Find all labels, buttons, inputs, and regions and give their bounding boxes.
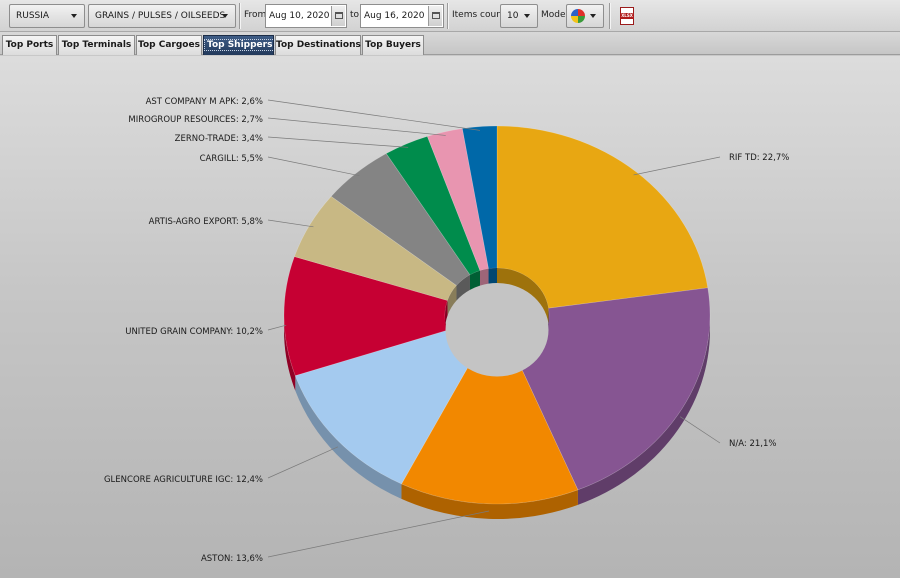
pie-labels: RIF TD: 22,7% N/A: 21,1% ASTON: 13,6% GLENC… [104, 97, 789, 564]
from-label: From [244, 10, 267, 20]
pie-label: ZERNO-TRADE: 3,4% [175, 134, 263, 144]
country-dropdown[interactable]: RUSSIA [9, 4, 85, 28]
from-date-field[interactable]: Aug 10, 2020 [265, 4, 347, 28]
pie-hole [445, 283, 549, 377]
pie-leader-line [267, 99, 481, 131]
to-date-field[interactable]: Aug 16, 2020 [360, 4, 444, 28]
commodity-dropdown[interactable]: GRAINS / PULSES / OILSEEDS [88, 4, 236, 28]
calendar-icon [335, 12, 343, 19]
pie-side-n-a [577, 315, 710, 505]
pie-inner-walls [445, 268, 549, 377]
pie-leader-line [267, 510, 490, 558]
tab-label: Top Shippers [204, 39, 276, 51]
pie-label: GLENCORE AGRICULTURE IGC: 12,4% [104, 475, 263, 485]
tab-top-shippers[interactable]: Top Shippers [203, 35, 276, 55]
pie-leader-line [679, 416, 721, 444]
pie-inner-wall-rif-td [497, 268, 549, 324]
to-label: to [350, 10, 360, 20]
pie-label: N/A: 21,1% [729, 439, 776, 449]
pie-side-glencore-agriculture-igc [295, 375, 402, 499]
tab-top-ports[interactable]: Top Ports [2, 35, 57, 55]
items-count-value: 10 [507, 11, 519, 21]
mode-label: Mode: [541, 10, 569, 20]
toolbar-separator [609, 3, 610, 29]
chevron-down-icon [590, 14, 596, 18]
toolbar-separator [239, 3, 240, 29]
pie-depth-sides [284, 315, 710, 519]
tab-label: Top Terminals [61, 40, 132, 50]
pie-inner-wall-mirogroup-resources [480, 268, 489, 286]
pie-label: ASTON: 13,6% [201, 554, 263, 564]
pie-label: CARGILL: 5,5% [200, 154, 263, 164]
pie-leader-line [267, 324, 287, 331]
from-date-picker-button[interactable] [331, 6, 345, 26]
pie-leader-line [267, 136, 409, 148]
pie-label: AST COMPANY M APK: 2,6% [146, 97, 263, 107]
to-date-picker-button[interactable] [428, 6, 442, 26]
pie-label: UNITED GRAIN COMPANY: 10,2% [125, 327, 263, 337]
pie-inner-wall-artis-agro-export [447, 285, 457, 316]
tab-label: Top Buyers [365, 40, 421, 50]
mode-dropdown[interactable] [566, 4, 604, 28]
tab-label: Top Ports [5, 40, 54, 50]
pie-label: ARTIS-AGRO EXPORT: 5,8% [149, 217, 263, 227]
toolbar: RUSSIA GRAINS / PULSES / OILSEEDS From A… [0, 0, 900, 32]
tab-label: Top Cargoes [138, 40, 200, 50]
chevron-down-icon [222, 14, 228, 18]
tab-top-destinations[interactable]: Top Destinations [275, 35, 361, 55]
from-date-value: Aug 10, 2020 [269, 11, 330, 21]
pie-inner-wall-united-grain-company [445, 300, 448, 330]
tab-bar: Top Ports Top Terminals Top Cargoes Top … [0, 32, 900, 55]
pie-side-united-grain-company [284, 315, 296, 391]
xlsx-icon-text: XLSX [621, 13, 633, 18]
pie-leader-line [267, 446, 339, 479]
chevron-down-icon [71, 14, 77, 18]
pie-inner-wall-ast-company-m-apk [488, 268, 497, 284]
commodity-dropdown-value: GRAINS / PULSES / OILSEEDS [95, 11, 226, 21]
pie-leader-line [267, 117, 446, 136]
chevron-down-icon [524, 14, 530, 18]
pie-inner-wall-zerno-trade [469, 270, 481, 290]
to-date-value: Aug 16, 2020 [364, 11, 425, 21]
pie-label: MIROGROUP RESOURCES: 2,7% [128, 115, 263, 125]
items-count-dropdown[interactable]: 10 [500, 4, 538, 28]
pie-chart-mode-icon [571, 9, 585, 23]
pie-slices [283, 125, 711, 505]
pie-leader-line [267, 156, 360, 177]
toolbar-separator [447, 3, 448, 29]
tab-top-buyers[interactable]: Top Buyers [362, 35, 424, 55]
pie-inner-wall-cargill [456, 274, 470, 301]
pie-side-aston [401, 483, 578, 519]
tab-top-cargoes[interactable]: Top Cargoes [136, 35, 202, 55]
pie-leader-line [267, 219, 314, 228]
pie-label: RIF TD: 22,7% [729, 153, 789, 163]
xlsx-export-icon[interactable]: XLSX [620, 7, 634, 25]
country-dropdown-value: RUSSIA [16, 11, 50, 21]
pie-inner-wall-n-a [548, 308, 549, 330]
pie-leader-line [633, 156, 721, 176]
calendar-icon [432, 12, 440, 19]
items-count-label: Items count: [452, 10, 509, 20]
tab-label: Top Destinations [276, 40, 361, 50]
tab-top-terminals[interactable]: Top Terminals [58, 35, 135, 55]
